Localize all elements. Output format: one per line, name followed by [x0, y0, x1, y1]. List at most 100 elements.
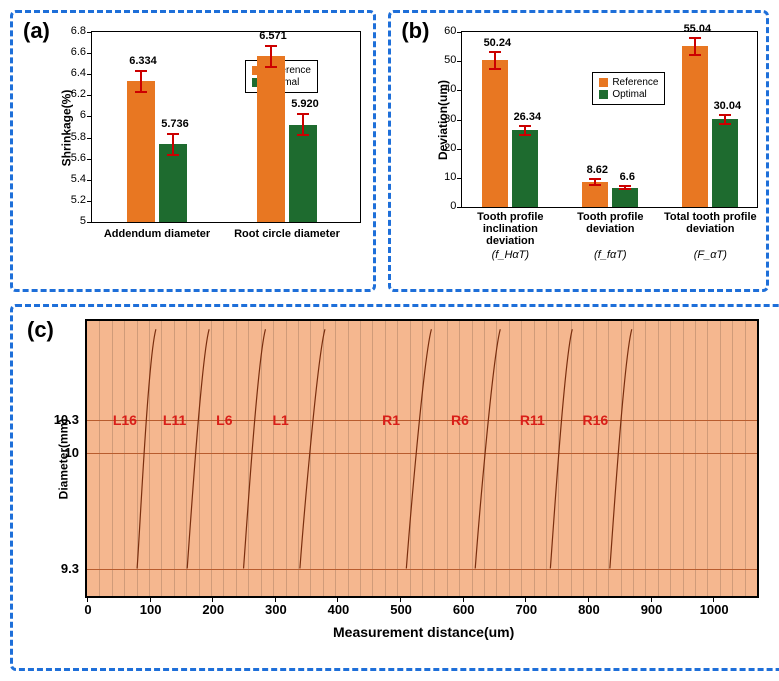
chart-b-ylabel: Deviation(um): [436, 80, 450, 160]
chart-b-errorcap: [689, 54, 701, 56]
legend-ref-swatch-b: [599, 78, 608, 87]
chart-a-ytick: 6: [80, 109, 86, 121]
chart-b-ytick: 10: [444, 171, 456, 183]
chart-b-cat-sub: (f_fαT): [562, 249, 658, 261]
chart-a-ytick-mark: [87, 95, 92, 96]
chart-b-errorcap: [489, 68, 501, 70]
chart-a-ylabel: Shrinkage(%): [59, 90, 73, 167]
chart-a-errorcap: [135, 91, 147, 93]
chart-b-bar-label: 50.24: [476, 37, 518, 49]
chart-b-errorbar: [694, 38, 696, 56]
chart-b-ytick: 50: [444, 54, 456, 66]
chart-b-ytick-mark: [457, 32, 462, 33]
chart-c-curves: [87, 321, 757, 596]
panel-a: (a) Reference Optimal 55.25.45.65.866.26…: [10, 10, 376, 292]
chart-b-ytick-mark: [457, 178, 462, 179]
chart-c-xtick-mark: [713, 596, 714, 602]
chart-c-xtick-mark: [588, 596, 589, 602]
chart-c-xtick: 100: [136, 602, 166, 617]
panel-c-label: (c): [27, 317, 54, 343]
chart-c-xtick-mark: [651, 596, 652, 602]
chart-c-xtick: 1000: [699, 602, 729, 617]
chart-c-ylabel: Diameter(mm): [56, 419, 70, 500]
chart-a-ytick-mark: [87, 159, 92, 160]
chart-c-xtick: 0: [73, 602, 103, 617]
chart-c-xtick: 400: [323, 602, 353, 617]
chart-b-plot: Reference Optimal 010203040506050.2426.3…: [461, 31, 758, 208]
chart-a-ytick-mark: [87, 74, 92, 75]
chart-a-errorbar: [140, 71, 142, 92]
chart-a-ytick: 5.4: [71, 173, 86, 185]
chart-a-bar: [159, 144, 187, 222]
chart-c-xtick-mark: [87, 596, 88, 602]
chart-a-ytick: 6.6: [71, 46, 86, 58]
chart-b-errorcap: [519, 125, 531, 127]
chart-b-errorcap: [589, 184, 601, 186]
chart-c-plot: 9.31010.30100200300400500600700800900100…: [85, 319, 759, 598]
chart-b-errorcap: [719, 114, 731, 116]
chart-b-errorcap: [619, 185, 631, 187]
chart-b-ytick-mark: [457, 61, 462, 62]
chart-b-legend: Reference Optimal: [592, 72, 665, 105]
chart-b-errorcap: [689, 37, 701, 39]
chart-c-xtick: 600: [449, 602, 479, 617]
chart-a-cat-label: Addendum diameter: [92, 228, 222, 240]
chart-c-xtick: 800: [574, 602, 604, 617]
chart-b-bar: [682, 46, 708, 207]
panel-c: (c) 9.31010.3010020030040050060070080090…: [10, 304, 779, 671]
chart-c-xtick-mark: [337, 596, 338, 602]
chart-b-cat-sub: (F_αT): [662, 249, 758, 261]
chart-c-xtick: 300: [261, 602, 291, 617]
chart-b-ytick: 60: [444, 25, 456, 37]
chart-b-errorbar: [494, 52, 496, 70]
chart-a-bar-label: 5.920: [283, 98, 327, 110]
chart-a-ytick: 6.8: [71, 25, 86, 37]
chart-a-ytick-mark: [87, 32, 92, 33]
chart-a-bar-label: 5.736: [153, 118, 197, 130]
chart-c-xtick: 900: [637, 602, 667, 617]
chart-c-xtick-mark: [463, 596, 464, 602]
chart-a-errorbar: [270, 46, 272, 67]
chart-b-bar-label: 30.04: [706, 100, 748, 112]
chart-a-errorcap: [297, 134, 309, 136]
chart-a-bar: [289, 125, 317, 222]
chart-c-xtick: 200: [198, 602, 228, 617]
legend-opt-label-b: Optimal: [612, 89, 646, 100]
chart-c-xtick-mark: [525, 596, 526, 602]
figure-root: (a) Reference Optimal 55.25.45.65.866.26…: [10, 10, 769, 671]
chart-a-bar-label: 6.334: [121, 55, 165, 67]
chart-b-ytick-mark: [457, 207, 462, 208]
chart-b-bar: [712, 119, 738, 207]
chart-a-cat-label: Root circle diameter: [222, 228, 352, 240]
chart-a-errorcap: [265, 66, 277, 68]
chart-a-ytick: 5.2: [71, 194, 86, 206]
chart-c-xtick-mark: [150, 596, 151, 602]
chart-a-ytick-mark: [87, 138, 92, 139]
chart-b-errorcap: [619, 188, 631, 190]
chart-b-cat-label: Tooth profile inclination deviation: [462, 211, 558, 247]
chart-b-bar: [612, 188, 638, 207]
chart-b-ytick-mark: [457, 120, 462, 121]
chart-b-bar-label: 26.34: [506, 111, 548, 123]
chart-a-errorcap: [167, 133, 179, 135]
chart-c-xtick-mark: [275, 596, 276, 602]
legend-opt-swatch-b: [599, 90, 608, 99]
legend-ref-b: Reference: [599, 77, 658, 88]
panel-a-label: (a): [23, 18, 50, 44]
chart-a-ytick-mark: [87, 201, 92, 202]
chart-b-bar: [482, 60, 508, 207]
chart-a-ytick: 5: [80, 215, 86, 227]
chart-a-bar-label: 6.571: [251, 30, 295, 42]
chart-b-bar: [512, 130, 538, 207]
chart-a-errorbar: [172, 134, 174, 155]
legend-ref-label-b: Reference: [612, 77, 658, 88]
chart-b-errorcap: [589, 178, 601, 180]
chart-c-xtick-mark: [400, 596, 401, 602]
panel-b: (b) Reference Optimal 010203040506050.24…: [388, 10, 769, 292]
chart-a-errorcap: [167, 154, 179, 156]
chart-b-bar-label: 6.6: [606, 171, 648, 183]
chart-a-plot: Reference Optimal 55.25.45.65.866.26.46.…: [91, 31, 361, 223]
legend-opt-b: Optimal: [599, 89, 658, 100]
chart-c-xtick: 500: [386, 602, 416, 617]
chart-c-ytick: 9.3: [61, 561, 79, 576]
